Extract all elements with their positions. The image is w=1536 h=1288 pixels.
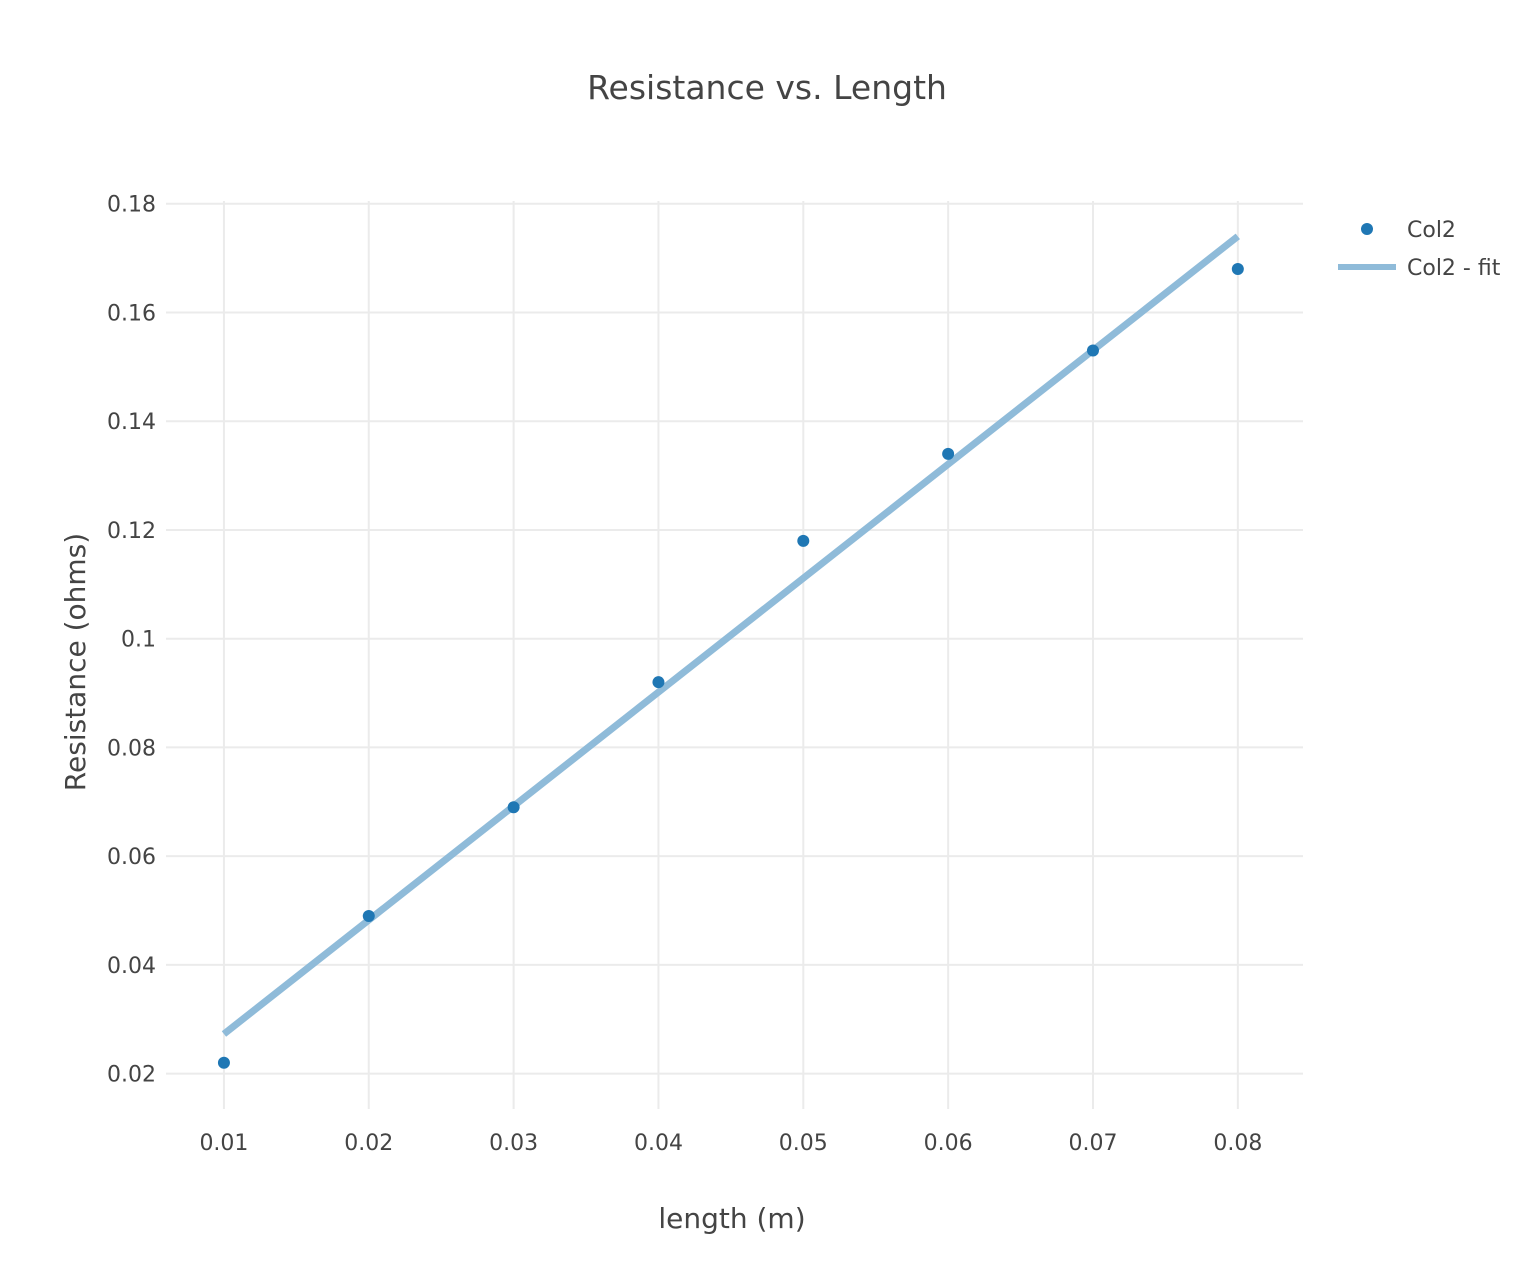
- y-tick-label: 0.18: [107, 193, 156, 218]
- x-tick-label: 0.02: [344, 1131, 393, 1156]
- data-point: [652, 676, 665, 689]
- x-tick-label: 0.08: [1213, 1131, 1262, 1156]
- x-tick-label: 0.03: [489, 1131, 538, 1156]
- data-point: [942, 447, 955, 460]
- data-point: [507, 801, 520, 814]
- legend: Col2 Col2 - fit: [1338, 218, 1501, 281]
- x-axis-title: length (m): [658, 1202, 805, 1235]
- data-point: [1231, 262, 1244, 275]
- y-tick-label: 0.12: [107, 519, 156, 544]
- x-tick-label: 0.05: [779, 1131, 828, 1156]
- fit-line: [221, 233, 1240, 1037]
- data-point: [797, 534, 810, 547]
- y-axis-ticks: 0.02 0.04 0.06 0.08 0.1 0.12 0.14 0.16 0.18: [107, 193, 156, 1088]
- legend-item-col2[interactable]: Col2: [1361, 218, 1456, 243]
- x-tick-label: 0.04: [634, 1131, 683, 1156]
- y-tick-label: 0.1: [121, 628, 156, 653]
- x-tick-label: 0.06: [924, 1131, 973, 1156]
- legend-item-col2-fit[interactable]: Col2 - fit: [1338, 256, 1501, 281]
- data-points-layer: [217, 262, 1244, 1069]
- legend-label-col2-fit: Col2 - fit: [1407, 256, 1501, 281]
- y-tick-label: 0.08: [107, 736, 156, 761]
- chart-title: Resistance vs. Length: [587, 68, 947, 107]
- data-point: [1086, 344, 1099, 357]
- x-tick-label: 0.07: [1068, 1131, 1117, 1156]
- fit-line-layer: [221, 233, 1240, 1037]
- legend-marker-icon: [1361, 223, 1373, 235]
- y-tick-label: 0.06: [107, 845, 156, 870]
- legend-label-col2: Col2: [1407, 218, 1456, 243]
- data-point: [217, 1056, 230, 1069]
- y-tick-label: 0.14: [107, 410, 156, 435]
- y-tick-label: 0.16: [107, 301, 156, 326]
- x-axis-ticks: 0.01 0.02 0.03 0.04 0.05 0.06 0.07 0.08: [199, 1131, 1262, 1156]
- x-tick-label: 0.01: [199, 1131, 248, 1156]
- y-axis-title: Resistance (ohms): [59, 533, 92, 791]
- grid: [166, 201, 1303, 1109]
- y-tick-label: 0.04: [107, 954, 156, 979]
- data-point: [362, 909, 375, 922]
- y-tick-label: 0.02: [107, 1063, 156, 1088]
